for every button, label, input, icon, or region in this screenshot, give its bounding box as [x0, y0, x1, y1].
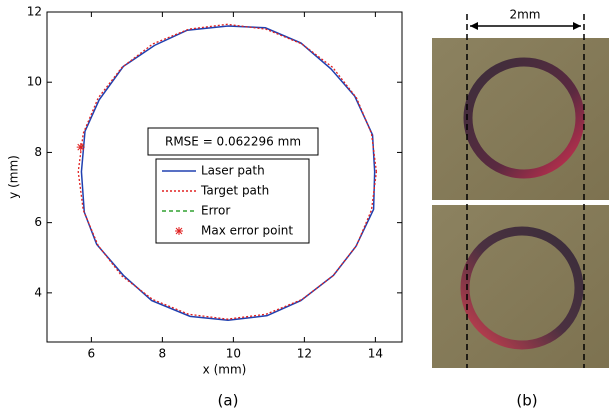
ring-top — [463, 57, 585, 179]
y-tick-label: 6 — [34, 215, 42, 229]
legend-label: Max error point — [201, 224, 293, 238]
y-tick-label: 4 — [34, 285, 42, 299]
x-tick-label: 10 — [226, 347, 241, 361]
y-tick-label: 8 — [34, 145, 42, 159]
caption: (b) — [516, 392, 537, 410]
caption: (a) — [218, 392, 239, 410]
x-tick-label: 8 — [159, 347, 167, 361]
y-tick-label: 12 — [27, 5, 42, 19]
y-axis-label: y (mm) — [7, 155, 21, 199]
x-tick-label: 6 — [88, 347, 96, 361]
ring-bottom — [460, 226, 584, 350]
scale-label: 2mm — [509, 8, 540, 22]
legend-label: Laser path — [201, 164, 265, 178]
max-error-marker — [76, 143, 85, 152]
annotation: RMSE = 0.062296 mm — [165, 135, 301, 149]
x-tick-label: 14 — [368, 347, 383, 361]
series-line — [77, 23, 378, 320]
photo-panel: 2mm — [432, 8, 609, 368]
y-tick-label: 10 — [27, 75, 42, 89]
legend-label: Target path — [200, 184, 269, 198]
annotation-box — [147, 127, 319, 156]
x-tick-label: 12 — [297, 347, 312, 361]
x-axis-label: x (mm) — [203, 363, 247, 377]
legend-swatch — [175, 227, 183, 235]
legend-label: Error — [201, 204, 230, 218]
